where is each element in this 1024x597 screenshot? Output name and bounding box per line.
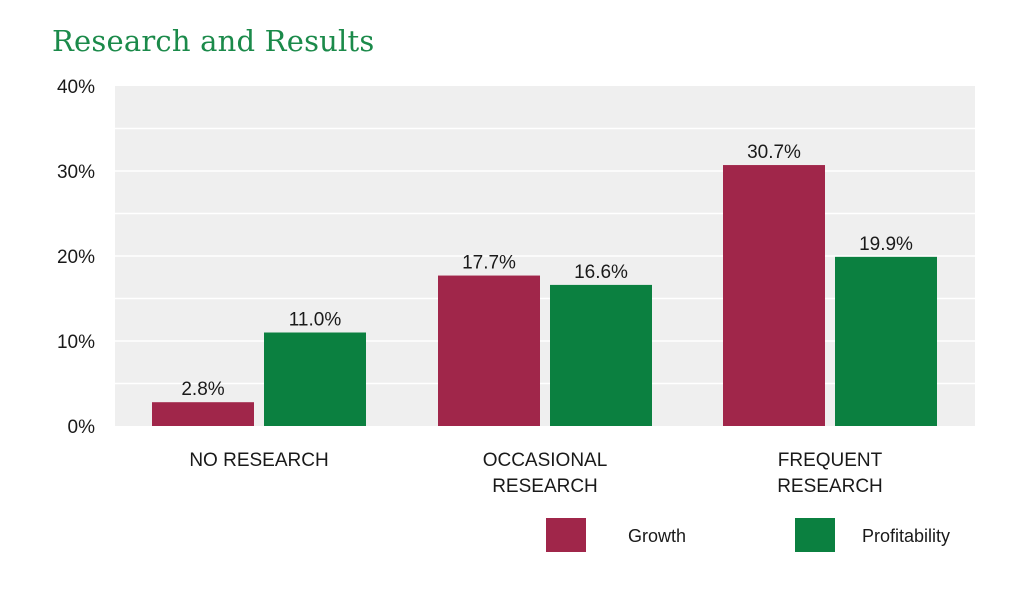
category-labels: NO RESEARCH OCCASIONAL RESEARCH FREQUENT RES… [189, 450, 882, 497]
category-label: RESEARCH [777, 476, 883, 497]
bar-growth-2 [723, 165, 825, 427]
chart-title: Research and Results [52, 24, 375, 58]
y-tick-label: 10% [57, 332, 95, 353]
legend-swatch-profitability [795, 518, 835, 552]
category-label: FREQUENT [778, 450, 883, 471]
y-tick-label: 20% [57, 247, 95, 268]
bar-profitability-0 [264, 332, 366, 426]
bar-profitability-2 [835, 256, 937, 426]
data-label: 30.7% [747, 142, 801, 163]
category-label: NO RESEARCH [189, 450, 328, 471]
legend: Growth Profitability [546, 518, 950, 552]
category-label: RESEARCH [492, 476, 598, 497]
category-label: OCCASIONAL [483, 450, 608, 471]
legend-label-growth: Growth [628, 526, 686, 546]
data-label: 17.7% [462, 253, 516, 274]
data-label: 19.9% [859, 234, 913, 255]
data-label: 16.6% [574, 262, 628, 283]
gridlines [115, 127, 975, 385]
data-labels: 2.8% 17.7% 30.7% 11.0% 16.6% 19.9% [181, 142, 913, 400]
y-axis-ticks: 0% 10% 20% 30% 40% [57, 77, 95, 438]
y-tick-label: 0% [68, 417, 96, 438]
y-tick-label: 40% [57, 77, 95, 98]
bar-growth-0 [152, 402, 254, 426]
legend-swatch-growth [546, 518, 586, 552]
data-label: 2.8% [181, 379, 224, 400]
data-label: 11.0% [289, 310, 342, 331]
bar-profitability-1 [550, 284, 652, 426]
bar-growth-1 [438, 275, 540, 426]
bars [152, 165, 937, 427]
y-tick-label: 30% [57, 162, 95, 183]
legend-label-profitability: Profitability [862, 526, 950, 546]
